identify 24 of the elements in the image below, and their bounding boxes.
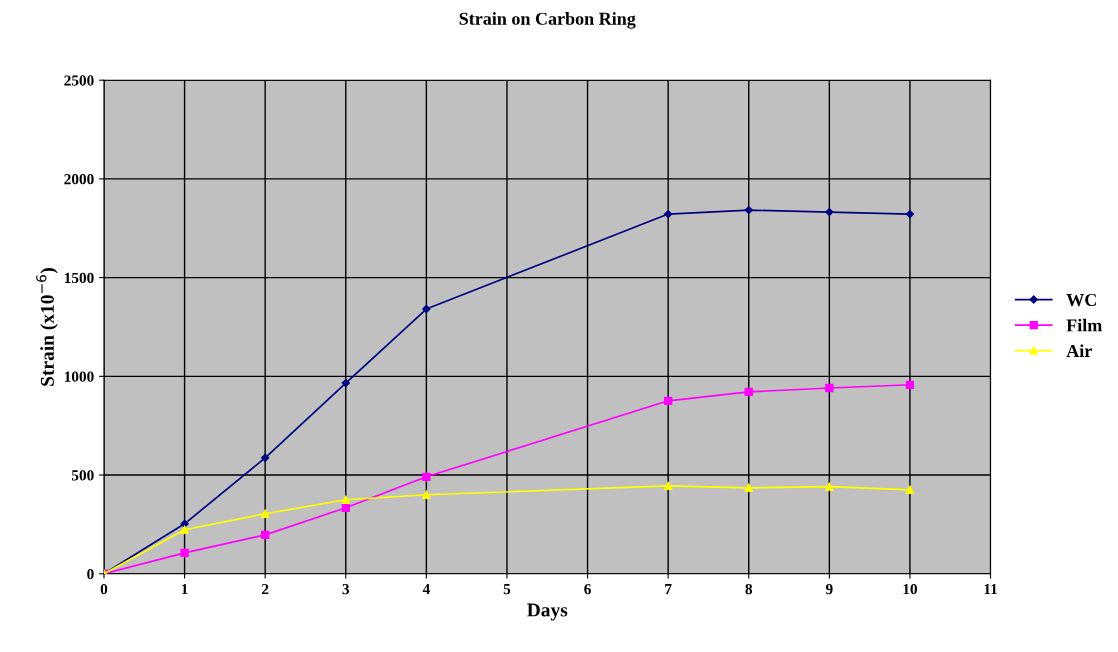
y-axis-title: Strain (x10$^{−6}$)	[36, 268, 58, 386]
x-tick-label: 11	[984, 584, 997, 595]
x-tick-label: 6	[584, 583, 591, 595]
legend-label: WC	[1066, 293, 1096, 307]
y-tick-label: 0	[87, 568, 94, 580]
y-tick-label: 2000	[64, 174, 94, 185]
x-tick-label: 2	[261, 583, 269, 595]
x-tick-label: 0	[100, 583, 108, 595]
x-tick-label: 9	[825, 583, 833, 595]
x-tick-label: 7	[665, 584, 672, 595]
y-tick-label: 1500	[64, 272, 94, 284]
x-tick-label: 8	[745, 583, 753, 595]
x-tick-label: 1	[181, 584, 188, 595]
y-tick-label: 1000	[64, 371, 94, 382]
x-tick-label: 4	[422, 584, 430, 595]
x-tick-label: 5	[503, 584, 511, 595]
x-tick-label: 10	[903, 583, 918, 595]
legend-label: Film	[1066, 318, 1103, 332]
y-tick-label: 2500	[64, 75, 94, 86]
legend-label: Air	[1066, 344, 1092, 357]
x-axis-title: Days	[527, 603, 568, 621]
chart-title: Strain on Carbon Ring	[459, 12, 636, 29]
y-tick-label: 500	[71, 470, 94, 481]
x-tick-label: 3	[342, 583, 350, 595]
